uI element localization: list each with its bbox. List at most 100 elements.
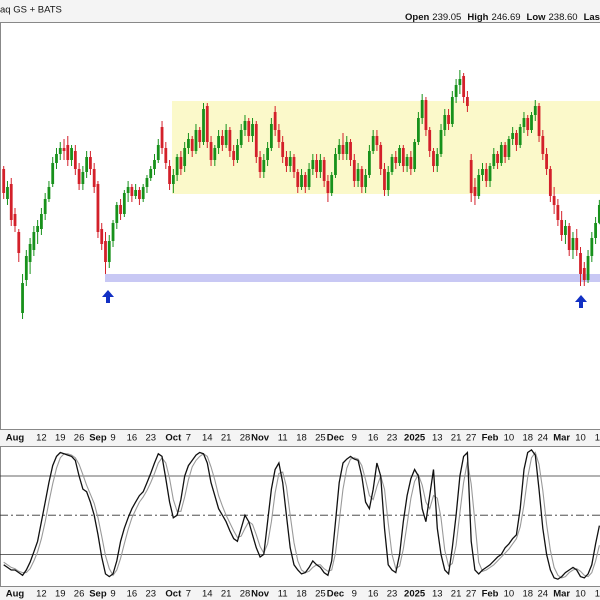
x-tick-label: 7 <box>186 433 191 444</box>
candle-body <box>371 136 375 151</box>
candle-body <box>424 100 428 130</box>
candle-body <box>341 145 345 154</box>
candle-body <box>337 145 341 154</box>
x-tick-label: 18 <box>522 433 533 444</box>
x-tick-label: 9 <box>352 589 357 600</box>
x-tick-label: 1 <box>595 589 600 600</box>
candle-body <box>47 187 51 199</box>
candle-body <box>315 160 319 172</box>
candle-body <box>334 154 337 175</box>
x-tick-label: Mar <box>553 589 570 600</box>
x-tick-label: 9 <box>110 433 115 444</box>
candle-body <box>175 157 179 175</box>
x-tick-label: 14 <box>202 433 213 444</box>
candle-body <box>126 187 130 193</box>
oscillator-panel <box>0 446 600 587</box>
candle-body <box>458 79 462 85</box>
candle-body <box>469 160 473 193</box>
candle-body <box>545 154 548 169</box>
candle-body <box>345 142 349 154</box>
candle-body <box>405 157 409 166</box>
x-tick-label: 18 <box>522 589 533 600</box>
x-tick-label: 12 <box>36 589 47 600</box>
x-tick-label: 2025 <box>404 589 426 600</box>
candle-body <box>548 169 552 196</box>
candle-body <box>36 226 40 232</box>
candle-body <box>183 148 187 166</box>
candle-body <box>156 145 160 160</box>
x-tick-label: 16 <box>368 433 379 444</box>
candle-body <box>413 142 417 169</box>
candle-body <box>187 139 190 148</box>
candle-body <box>209 142 213 160</box>
candle-body <box>530 115 533 130</box>
x-tick-label: 9 <box>110 589 115 600</box>
candle-body <box>168 166 171 184</box>
candle-body <box>390 157 394 172</box>
x-tick-label: 18 <box>296 589 307 600</box>
candle-body <box>590 238 594 256</box>
candle-body <box>488 166 492 181</box>
candle-body <box>24 256 28 280</box>
header-bar <box>0 0 600 22</box>
x-tick-label: 11 <box>278 589 288 600</box>
x-tick-label: 12 <box>36 433 47 444</box>
candle-body <box>119 205 122 214</box>
candle-body <box>9 184 13 220</box>
x-tick-label: Sep <box>89 589 107 600</box>
candle-body <box>575 238 579 250</box>
x-tick-label: Feb <box>482 589 499 600</box>
candle-body <box>228 130 232 151</box>
candle-body <box>51 163 55 184</box>
candle-body <box>224 130 228 145</box>
candle-body <box>330 175 334 193</box>
x-tick-label: 28 <box>240 433 251 444</box>
x-tick-label: 24 <box>538 433 549 444</box>
candle-body <box>17 232 21 253</box>
quote-label: Last <box>584 12 600 23</box>
candle-body <box>447 115 450 124</box>
candle-body <box>375 136 379 145</box>
candle-body <box>507 139 511 157</box>
candle-body <box>62 148 66 151</box>
x-tick-label: 25 <box>315 589 326 600</box>
candle-body <box>43 199 47 214</box>
candle-body <box>202 109 205 142</box>
x-tick-label: 19 <box>55 589 66 600</box>
x-tick-label: Dec <box>327 433 344 444</box>
candle-body <box>213 148 217 160</box>
candle-body <box>254 124 258 157</box>
candle-body <box>503 145 507 157</box>
candle-body <box>522 118 526 127</box>
candle-body <box>518 127 522 145</box>
candle-body <box>499 145 503 163</box>
resistance-zone <box>172 101 600 194</box>
candle-body <box>2 169 6 193</box>
candle-body <box>533 106 537 115</box>
candle-body <box>190 139 194 151</box>
candle-body <box>100 229 104 244</box>
candle-body <box>269 124 273 148</box>
quote-label: Low <box>527 12 547 23</box>
candle-body <box>285 157 288 166</box>
candle-body <box>292 157 296 172</box>
candle-body <box>96 184 100 232</box>
candle-body <box>288 157 292 166</box>
x-tick-label: Nov <box>251 589 270 600</box>
x-tick-label: 23 <box>387 589 398 600</box>
candle-body <box>409 157 413 169</box>
candle-body <box>236 145 239 160</box>
candle-body <box>81 172 85 184</box>
candle-body <box>552 196 556 205</box>
price-marks <box>2 70 600 319</box>
candle-body <box>364 175 368 187</box>
candle-body <box>153 160 156 169</box>
x-tick-label: 2025 <box>404 433 426 444</box>
candle-body <box>28 244 32 262</box>
candle-body <box>318 160 322 172</box>
candle-body <box>179 157 183 169</box>
date-axis <box>0 430 600 446</box>
candle-body <box>77 169 81 184</box>
